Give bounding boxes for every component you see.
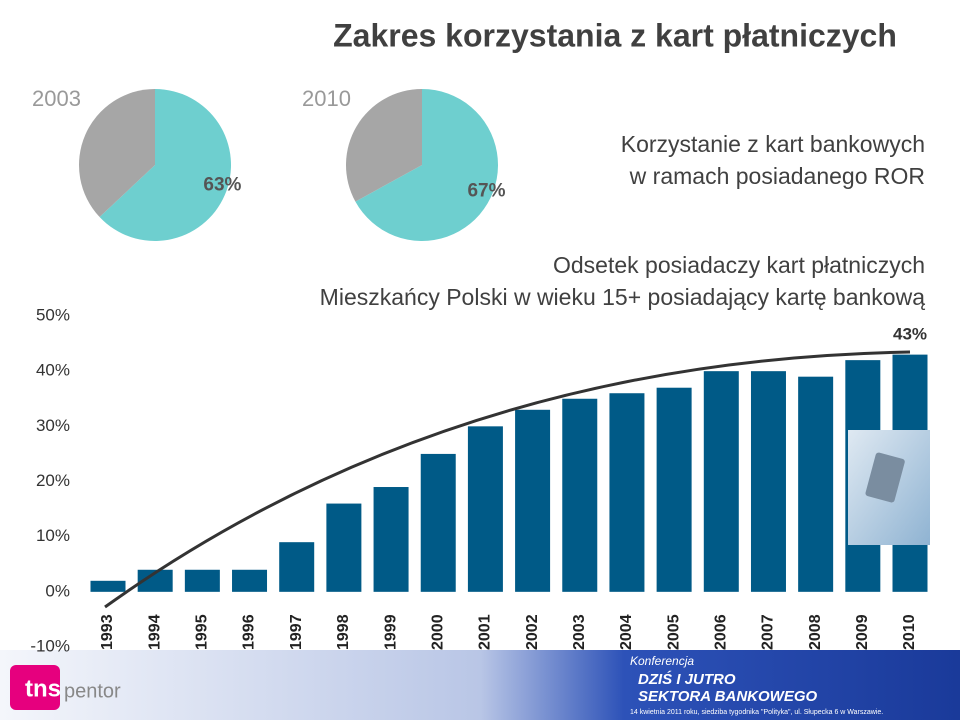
x-tick-label: 2010 xyxy=(901,614,918,650)
data-label: 43% xyxy=(893,324,927,343)
x-tick-label: 1999 xyxy=(382,614,399,650)
x-tick-label: 2009 xyxy=(854,614,871,650)
bar xyxy=(467,426,503,592)
x-tick-label: 2008 xyxy=(807,614,824,650)
x-tick-label: 2006 xyxy=(713,614,730,650)
caption: Korzystanie z kart bankowych xyxy=(621,131,925,157)
bar xyxy=(232,569,268,592)
bar xyxy=(279,542,315,592)
y-tick-label: 50% xyxy=(36,305,70,324)
logo-box xyxy=(10,665,60,710)
pie-slice xyxy=(345,89,422,202)
bar xyxy=(515,409,551,592)
y-tick-label: -10% xyxy=(30,636,70,655)
bar xyxy=(420,453,456,592)
x-tick-label: 2004 xyxy=(618,614,635,650)
chart-subtitle: Mieszkańcy Polski w wieku 15+ posiadając… xyxy=(320,284,926,310)
chart-title: Odsetek posiadaczy kart płatniczych xyxy=(553,252,925,278)
x-tick-label: 1996 xyxy=(241,614,258,650)
event: SEKTORA BANKOWEGO xyxy=(638,688,818,705)
event: Konferencja xyxy=(630,654,694,668)
x-tick-label: 2000 xyxy=(429,614,446,650)
y-tick-label: 30% xyxy=(36,416,70,435)
logo: tns xyxy=(25,675,61,702)
event: DZIŚ I JUTRO xyxy=(638,670,736,688)
x-tick-label: 2005 xyxy=(665,614,682,650)
data-label: 63% xyxy=(203,175,241,196)
footer-note: 14 kwietnia 2011 roku, siedziba tygodnik… xyxy=(630,709,883,716)
bar xyxy=(373,487,409,592)
pie-slice xyxy=(79,89,155,218)
logo: pentor xyxy=(64,680,121,702)
y-tick-label: 40% xyxy=(36,361,70,380)
bar xyxy=(326,503,362,592)
title: Zakres korzystania z kart płatniczych xyxy=(333,17,897,53)
x-tick-label: 2007 xyxy=(760,614,777,650)
bar xyxy=(562,398,598,592)
caption: w ramach posiadanego ROR xyxy=(629,163,925,189)
x-tick-label: 1993 xyxy=(99,614,116,650)
bar xyxy=(184,569,220,592)
bar xyxy=(703,371,739,592)
footer-band xyxy=(0,650,960,720)
bar xyxy=(750,371,786,592)
y-tick-label: 20% xyxy=(36,471,70,490)
bar xyxy=(798,376,834,592)
pie-title: 2003 xyxy=(32,86,81,111)
x-tick-label: 1994 xyxy=(146,614,163,650)
x-tick-label: 2003 xyxy=(571,614,588,650)
y-tick-label: 0% xyxy=(45,581,70,600)
y-tick-label: 10% xyxy=(36,526,70,545)
data-label: 67% xyxy=(467,180,505,201)
bar xyxy=(137,569,173,592)
bar xyxy=(90,580,126,592)
x-tick-label: 1995 xyxy=(194,614,211,650)
x-tick-label: 1998 xyxy=(335,614,352,650)
pie-slice xyxy=(99,89,232,242)
bar xyxy=(656,387,692,592)
pie-slice xyxy=(355,89,498,241)
bar xyxy=(609,393,645,592)
pie-title: 2010 xyxy=(302,86,351,111)
trend-line xyxy=(104,350,911,609)
card-photo xyxy=(865,452,905,503)
x-tick-label: 1997 xyxy=(288,614,305,650)
x-tick-label: 2001 xyxy=(477,614,494,650)
x-tick-label: 2002 xyxy=(524,614,541,650)
